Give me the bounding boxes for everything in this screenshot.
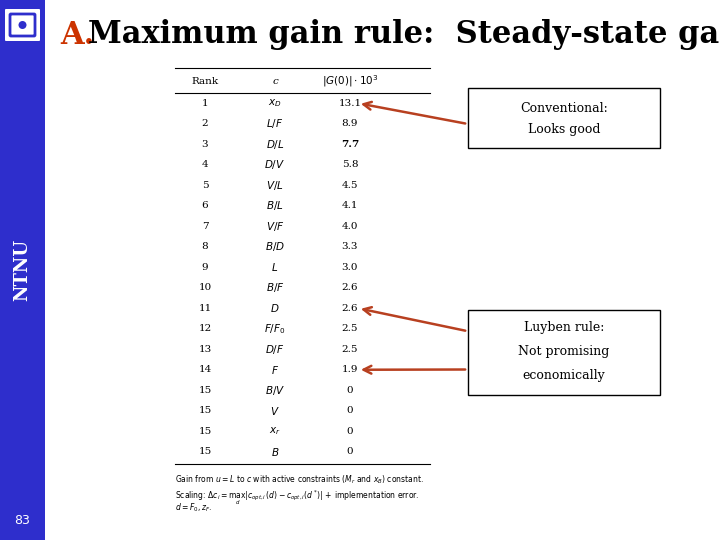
Text: Maximum gain rule:  Steady-state gain: Maximum gain rule: Steady-state gain (88, 19, 720, 51)
Text: economically: economically (523, 368, 606, 381)
Text: $B/D$: $B/D$ (265, 240, 285, 253)
Text: $L$: $L$ (271, 261, 279, 273)
Bar (0, 0, 45, 540)
Text: 9: 9 (202, 263, 208, 272)
Text: $x_D$: $x_D$ (268, 97, 282, 109)
Text: 15: 15 (199, 447, 212, 456)
Text: 3: 3 (202, 140, 208, 149)
Text: 15: 15 (199, 427, 212, 436)
Text: 2.6: 2.6 (342, 303, 359, 313)
Text: $B/V$: $B/V$ (265, 384, 285, 397)
Bar (468, 88, 660, 148)
Bar (468, 310, 660, 395)
Text: 4.5: 4.5 (342, 181, 359, 190)
Text: 2.5: 2.5 (342, 345, 359, 354)
Text: 10: 10 (199, 284, 212, 292)
Text: 0: 0 (347, 447, 354, 456)
Text: 4: 4 (202, 160, 208, 169)
Text: $L/F$: $L/F$ (266, 117, 284, 130)
Text: 1.9: 1.9 (342, 365, 359, 374)
Text: 2.5: 2.5 (342, 324, 359, 333)
Text: 13.1: 13.1 (338, 99, 361, 108)
Text: $F$: $F$ (271, 364, 279, 376)
Text: 5.8: 5.8 (342, 160, 359, 169)
Text: $V/F$: $V/F$ (266, 220, 284, 233)
Text: $B/L$: $B/L$ (266, 199, 284, 212)
Text: 7.7: 7.7 (341, 140, 359, 149)
Text: $|G(0)|\cdot 10^3$: $|G(0)|\cdot 10^3$ (322, 73, 378, 89)
Text: 8: 8 (202, 242, 208, 251)
Text: $D/F$: $D/F$ (265, 343, 285, 356)
Text: 14: 14 (199, 365, 212, 374)
Text: $x_r$: $x_r$ (269, 426, 281, 437)
Text: Looks good: Looks good (528, 124, 600, 137)
FancyBboxPatch shape (5, 9, 40, 41)
Text: $F/F_0$: $F/F_0$ (264, 322, 286, 336)
Text: 3.0: 3.0 (342, 263, 359, 272)
Text: $D/V$: $D/V$ (264, 158, 286, 171)
Text: $D$: $D$ (270, 302, 280, 314)
Text: Conventional:: Conventional: (520, 102, 608, 114)
Text: $B/F$: $B/F$ (266, 281, 284, 294)
Text: 0: 0 (347, 427, 354, 436)
Text: 15: 15 (199, 386, 212, 395)
Text: A.: A. (60, 19, 94, 51)
Text: Scaling: $\Delta c_i = \max_d |c_{opt,i}(d) - c_{opt,i}(d^*)| +$ implementation : Scaling: $\Delta c_i = \max_d |c_{opt,i}… (175, 488, 420, 507)
Text: 2: 2 (202, 119, 208, 128)
Text: $d = F_0, z_F$.: $d = F_0, z_F$. (175, 502, 212, 515)
Text: Gain from $u=L$ to $c$ with active constraints ($M_r$ and $x_B$) constant.: Gain from $u=L$ to $c$ with active const… (175, 474, 423, 487)
Text: $V/L$: $V/L$ (266, 179, 284, 192)
Text: Not promising: Not promising (518, 346, 610, 359)
Text: 15: 15 (199, 406, 212, 415)
Text: $D/L$: $D/L$ (266, 138, 284, 151)
Text: 13: 13 (199, 345, 212, 354)
Text: 4.0: 4.0 (342, 222, 359, 231)
Text: 1: 1 (202, 99, 208, 108)
Text: 0: 0 (347, 386, 354, 395)
Text: 12: 12 (199, 324, 212, 333)
Text: Rank: Rank (192, 77, 219, 85)
Text: 3.3: 3.3 (342, 242, 359, 251)
Text: 0: 0 (347, 406, 354, 415)
Text: 2.6: 2.6 (342, 284, 359, 292)
Text: $B$: $B$ (271, 446, 279, 458)
Text: 4.1: 4.1 (342, 201, 359, 210)
Text: Luyben rule:: Luyben rule: (524, 321, 604, 334)
Text: 8.9: 8.9 (342, 119, 359, 128)
Text: 11: 11 (199, 303, 212, 313)
Text: 6: 6 (202, 201, 208, 210)
Text: 83: 83 (14, 514, 30, 526)
Circle shape (19, 21, 27, 29)
Text: NTNU: NTNU (14, 239, 32, 301)
Text: 7: 7 (202, 222, 208, 231)
Text: c: c (272, 77, 278, 85)
Text: 5: 5 (202, 181, 208, 190)
Text: $V$: $V$ (270, 405, 280, 417)
